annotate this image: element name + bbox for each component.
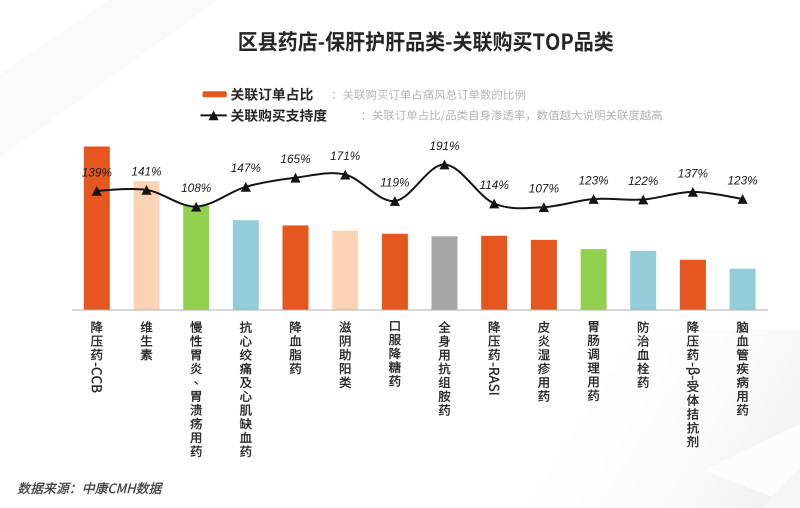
svg-text:147%: 147% <box>231 161 261 175</box>
svg-text:191%: 191% <box>429 139 459 153</box>
svg-text:122%: 122% <box>628 174 658 188</box>
svg-text:108%: 108% <box>181 181 211 195</box>
svg-text:119%: 119% <box>380 175 409 189</box>
svg-text:165%: 165% <box>280 152 310 166</box>
svg-text:107%: 107% <box>529 182 559 196</box>
svg-text:114%: 114% <box>480 178 509 192</box>
svg-text:171%: 171% <box>330 149 360 163</box>
svg-text:137%: 137% <box>678 166 708 180</box>
svg-text:123%: 123% <box>579 173 609 187</box>
svg-text:123%: 123% <box>728 173 758 187</box>
svg-text:141%: 141% <box>131 164 161 178</box>
svg-text:139%: 139% <box>82 165 112 179</box>
